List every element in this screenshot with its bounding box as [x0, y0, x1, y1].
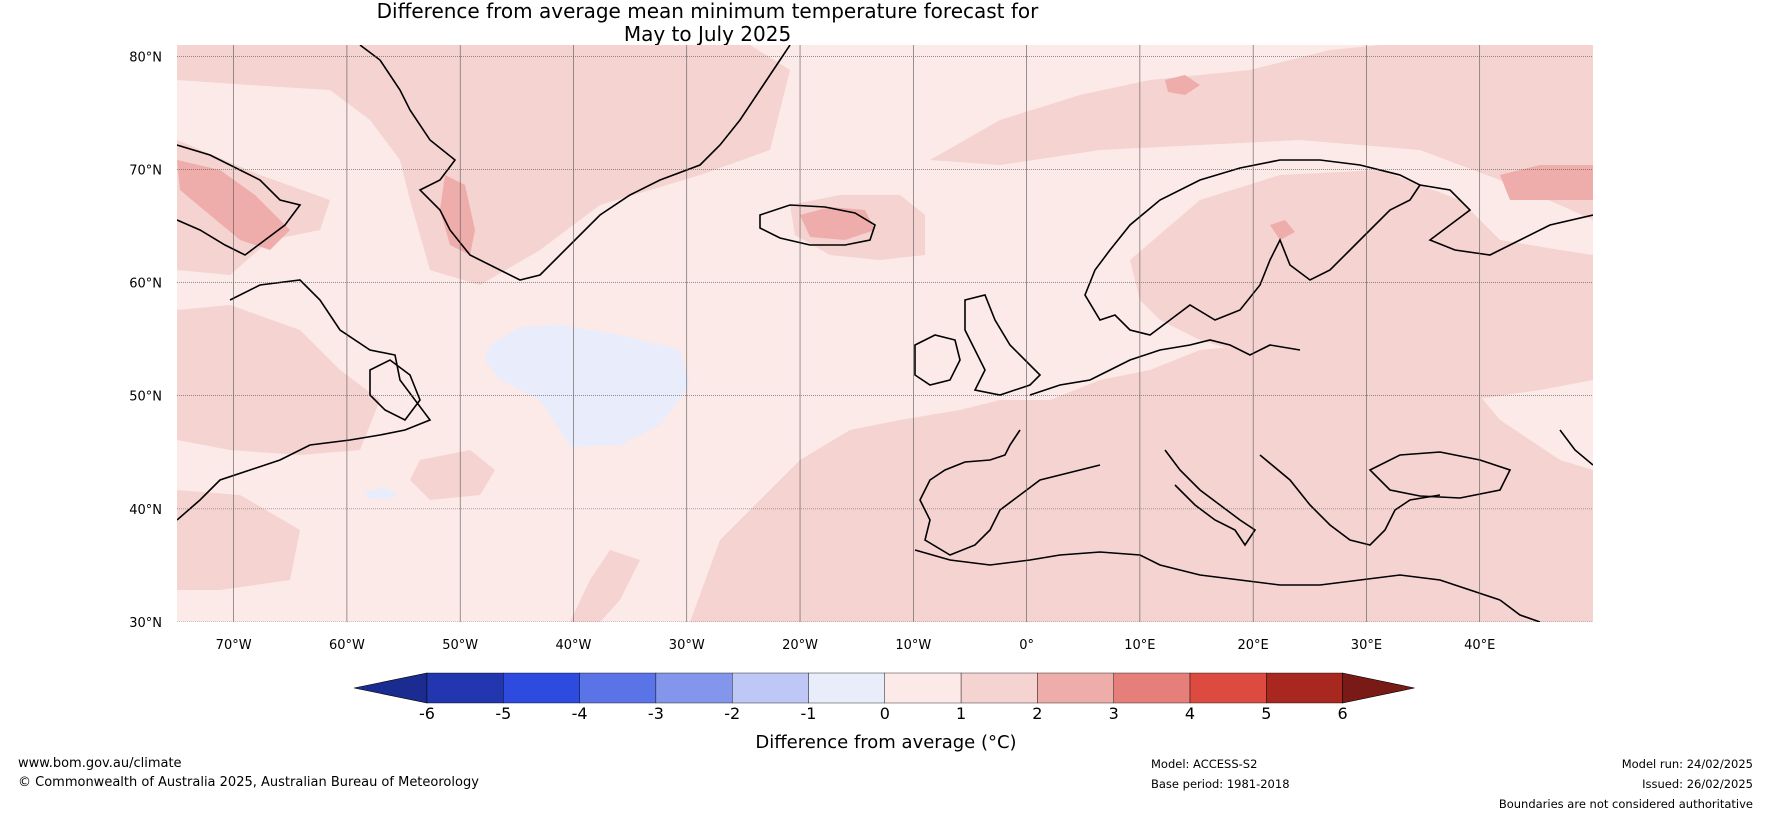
footer-left: www.bom.gov.au/climate © Commonwealth of…	[18, 754, 479, 792]
anomaly-region-greenland-east-warm	[440, 175, 475, 255]
longitude-label: 0°	[1019, 638, 1034, 653]
longitude-labels: 70°W 60°W 50°W 40°W 30°W 20°W 10°W 0° 10°E 20°E 30…	[216, 638, 1496, 653]
colorbar-segment	[1037, 672, 1114, 704]
model-run-date: Model run: 24/02/2025	[1621, 757, 1753, 771]
colorbar-tick-label: 0	[880, 704, 890, 723]
longitude-label: 40°W	[556, 638, 592, 653]
anomaly-region-newfoundland	[177, 305, 380, 455]
anomaly-region-east-atlantic	[690, 330, 1593, 622]
colorbar-tick-label: 6	[1338, 704, 1348, 723]
coast-balkans	[1259, 454, 1441, 546]
colorbar-tick-label: 3	[1109, 704, 1119, 723]
colorbar-tick-label: -1	[801, 704, 817, 723]
colorbar-tick-label: 4	[1185, 704, 1195, 723]
longitude-label: 60°W	[329, 638, 365, 653]
latitude-label: 50°N	[129, 390, 162, 405]
colorbar-extend-high	[1342, 672, 1415, 704]
anomaly-region-arctic	[930, 45, 1593, 220]
colorbar-segment	[655, 672, 733, 704]
map-area	[177, 45, 1593, 622]
latitude-labels: 80°N 70°N 60°N 50°N 40°N 30°N	[129, 50, 162, 631]
colorbar-segment	[1113, 672, 1191, 704]
title-line-1: Difference from average mean minimum tem…	[376, 0, 1039, 23]
latitude-label: 70°N	[129, 163, 162, 178]
longitude-label: 50°W	[442, 638, 478, 653]
colorbar-segment	[808, 672, 886, 704]
latitude-label: 40°N	[129, 503, 162, 518]
longitude-label: 30°W	[669, 638, 705, 653]
coast-baffin	[177, 144, 302, 256]
anomaly-region-cool-atlantic	[485, 325, 690, 447]
colorbar-segment	[960, 672, 1038, 704]
coast-black-sea	[1368, 451, 1512, 499]
coast-newfoundland	[369, 359, 421, 422]
colorbar-tick-label: -3	[648, 704, 664, 723]
coast-iberia	[919, 429, 1101, 556]
latitude-label: 80°N	[129, 50, 162, 65]
colorbar-tick-label: -4	[572, 704, 588, 723]
colorbar-segment	[426, 672, 504, 704]
colorbar: -6 -5 -4 -3 -2 -1 0 1 2 3 4 5 6	[353, 672, 1415, 723]
coast-red-sea	[1499, 599, 1541, 622]
coast-greenland	[359, 45, 791, 281]
title-line-2: May to July 2025	[623, 22, 792, 46]
copyright-notice: © Commonwealth of Australia 2025, Austra…	[18, 775, 479, 790]
longitude-label: 10°E	[1124, 638, 1155, 653]
coast-kola	[1419, 184, 1593, 256]
latitude-label: 60°N	[129, 277, 162, 292]
disclaimer: Boundaries are not considered authoritat…	[1498, 797, 1753, 811]
anomaly-region-greenland	[177, 45, 790, 285]
colorbar-tick-label: -2	[724, 704, 740, 723]
graticule	[177, 45, 1593, 622]
coast-caspian	[1559, 429, 1593, 466]
longitude-label: 20°W	[782, 638, 818, 653]
anomaly-region-azores	[570, 550, 640, 622]
colorbar-segment	[1189, 672, 1267, 704]
anomaly-region-west-atlantic-south	[177, 490, 300, 590]
latitude-label: 30°N	[129, 616, 162, 631]
longitude-label: 30°E	[1351, 638, 1382, 653]
colorbar-tick-label: 2	[1032, 704, 1042, 723]
colorbar-segment	[732, 672, 809, 704]
coast-italy	[1164, 449, 1257, 547]
issued-date: Issued: 26/02/2025	[1642, 777, 1753, 791]
anomaly-region-midatlantic	[410, 450, 495, 500]
coast-iceland	[759, 204, 876, 246]
colorbar-title: Difference from average (°C)	[755, 732, 1016, 753]
colorbar-tick-label: -5	[495, 704, 511, 723]
coast-scandinavia	[1084, 159, 1422, 336]
anomaly-region-iceland-warm	[800, 207, 875, 240]
coast-labrador	[177, 279, 432, 521]
anomaly-region-finland-warm	[1270, 220, 1295, 240]
anomaly-region-scandinavia	[1130, 170, 1593, 400]
colorbar-tick-label: 1	[956, 704, 966, 723]
anomaly-region-svalbard-warm	[1165, 75, 1200, 95]
colorbar-segment	[884, 672, 962, 704]
longitude-label: 20°E	[1238, 638, 1269, 653]
colorbar-segment	[1266, 672, 1343, 704]
longitude-label: 10°W	[895, 638, 931, 653]
colorbar-extend-low	[353, 672, 428, 704]
footer-run-info: Model run: 24/02/2025 Issued: 26/02/2025…	[1499, 754, 1753, 814]
model-name: Model: ACCESS-S2	[1151, 757, 1258, 771]
colorbar-segment	[503, 672, 580, 704]
coast-north-africa	[914, 549, 1501, 601]
coast-ireland	[914, 334, 961, 386]
base-period: Base period: 1981-2018	[1151, 777, 1290, 791]
chart-title: Difference from average mean minimum tem…	[0, 0, 1415, 46]
anomaly-region-cool-small	[365, 487, 398, 500]
colorbar-segment	[579, 672, 657, 704]
longitude-label: 70°W	[216, 638, 252, 653]
website-link[interactable]: www.bom.gov.au/climate	[18, 756, 182, 771]
coast-britain	[964, 294, 1042, 396]
anomaly-region-kola-warm	[1500, 165, 1593, 200]
colorbar-tick-label: 5	[1261, 704, 1271, 723]
longitude-label: 40°E	[1464, 638, 1495, 653]
footer-model-info: Model: ACCESS-S2 Base period: 1981-2018	[1151, 754, 1290, 794]
colorbar-tick-label: -6	[419, 704, 435, 723]
